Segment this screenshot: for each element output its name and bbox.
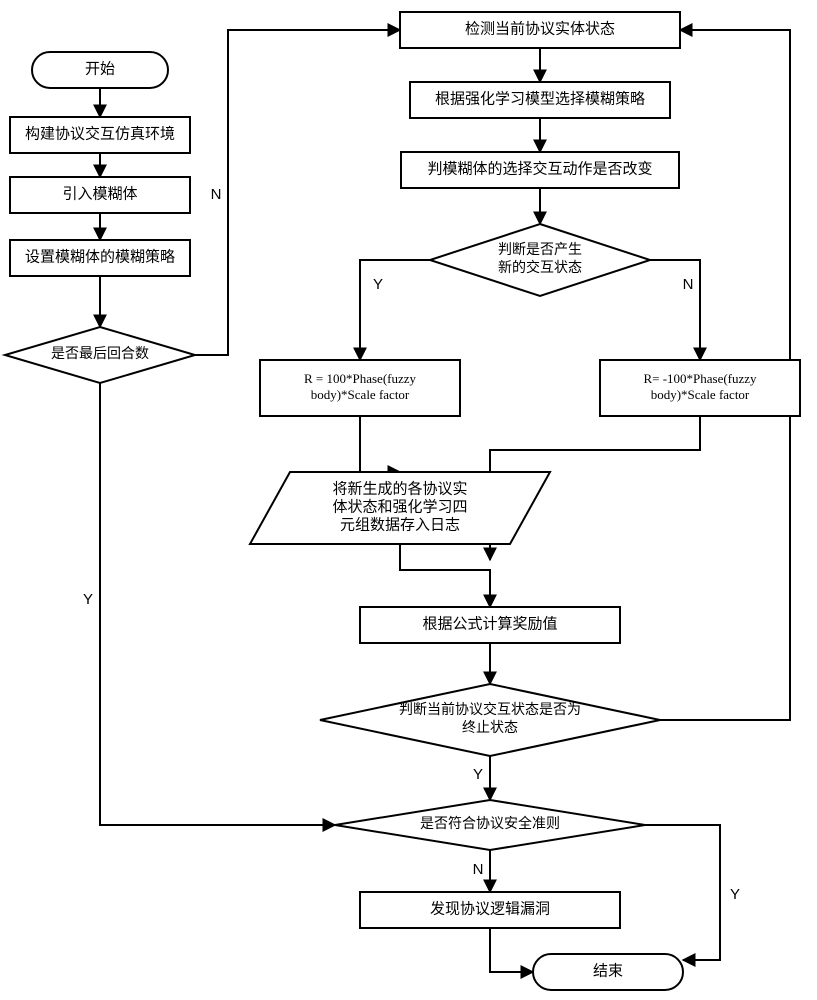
svg-text:是否符合协议安全准则: 是否符合协议安全准则 — [420, 815, 560, 832]
svg-text:引入模糊体: 引入模糊体 — [62, 185, 137, 202]
svg-text:N: N — [211, 186, 222, 203]
svg-text:结束: 结束 — [593, 962, 623, 979]
svg-text:Y: Y — [730, 886, 740, 903]
svg-text:开始: 开始 — [85, 60, 115, 77]
svg-text:检测当前协议实体状态: 检测当前协议实体状态 — [465, 20, 615, 37]
svg-text:Y: Y — [83, 591, 93, 608]
svg-text:判模糊体的选择交互动作是否改变: 判模糊体的选择交互动作是否改变 — [427, 159, 652, 177]
svg-text:终止状态: 终止状态 — [462, 720, 518, 736]
svg-text:判断是否产生: 判断是否产生 — [498, 242, 582, 258]
svg-text:N: N — [473, 861, 484, 878]
svg-text:判断当前协议交互状态是否为: 判断当前协议交互状态是否为 — [399, 701, 581, 718]
svg-text:根据强化学习模型选择模糊策略: 根据强化学习模型选择模糊策略 — [435, 90, 645, 107]
svg-text:N: N — [683, 276, 694, 293]
svg-text:是否最后回合数: 是否最后回合数 — [51, 346, 149, 362]
svg-text:构建协议交互仿真环境: 构建协议交互仿真环境 — [25, 124, 175, 142]
svg-text:根据公式计算奖励值: 根据公式计算奖励值 — [422, 614, 557, 632]
svg-text:发现协议逻辑漏洞: 发现协议逻辑漏洞 — [430, 900, 550, 917]
svg-text:体状态和强化学习四: 体状态和强化学习四 — [332, 498, 467, 515]
svg-text:设置模糊体的模糊策略: 设置模糊体的模糊策略 — [25, 248, 175, 265]
svg-text:body)*Scale factor: body)*Scale factor — [311, 387, 410, 402]
svg-text:新的交互状态: 新的交互状态 — [498, 259, 582, 276]
svg-text:R= -100*Phase(fuzzy: R= -100*Phase(fuzzy — [643, 371, 757, 386]
svg-text:元组数据存入日志: 元组数据存入日志 — [340, 516, 460, 533]
svg-text:R = 100*Phase(fuzzy: R = 100*Phase(fuzzy — [304, 371, 417, 386]
svg-text:将新生成的各协议实: 将新生成的各协议实 — [332, 480, 467, 497]
svg-text:body)*Scale factor: body)*Scale factor — [651, 387, 750, 402]
svg-text:Y: Y — [473, 766, 483, 783]
svg-text:Y: Y — [373, 276, 383, 293]
